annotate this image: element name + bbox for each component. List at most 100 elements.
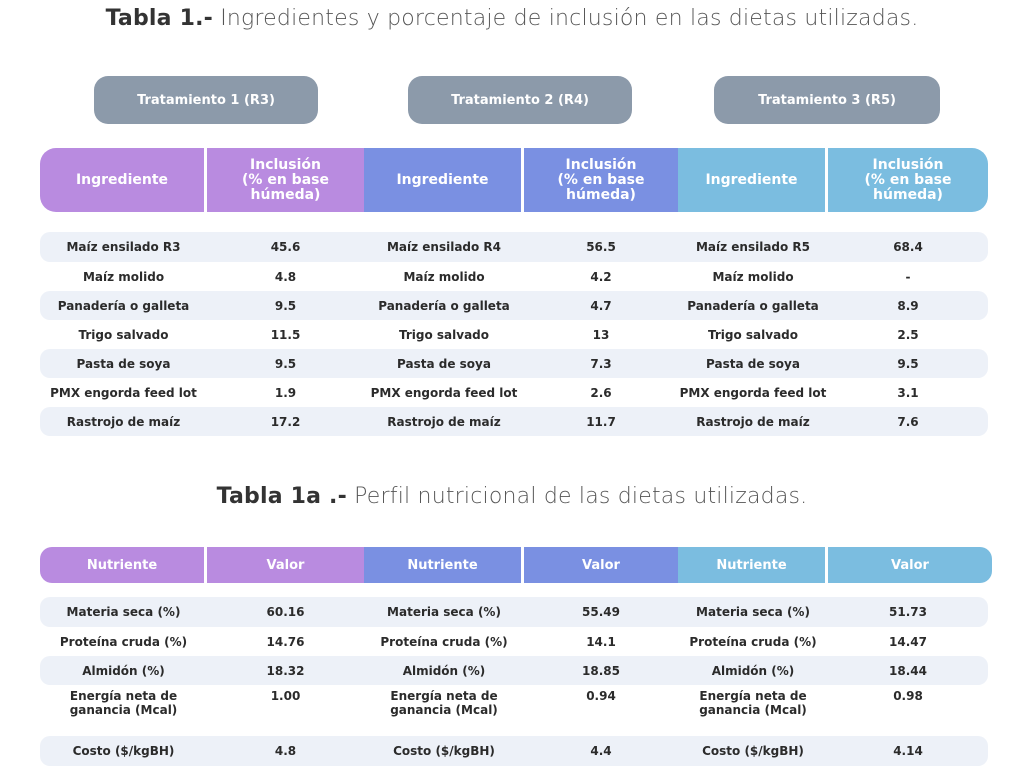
t2-value-cell: 0.94 bbox=[586, 689, 616, 703]
t2-value-cell: 4.8 bbox=[274, 744, 297, 758]
t2-value-cell: 14.47 bbox=[889, 634, 927, 649]
t1-row: Trigo salvado 11.5 Trigo salvado 13 Trigo sa… bbox=[40, 320, 988, 349]
t2-label-cell: Energía neta de ganancia (Mcal) bbox=[390, 689, 498, 717]
t1-value-cell: 7.3 bbox=[590, 356, 612, 371]
t1-label-cell: Trigo salvado bbox=[707, 327, 799, 342]
header-inclusion-1: Inclusión (% en base húmeda) bbox=[207, 148, 364, 212]
t2-label-cell: Costo ($/kgBH) bbox=[393, 744, 495, 758]
t1-value-cell: 3.1 bbox=[897, 385, 919, 400]
t1-row: Maíz molido 4.8 Maíz molido 4.2 Maíz molido - bbox=[40, 262, 988, 291]
table1-title-text: Ingredientes y porcentaje de inclusión e… bbox=[220, 6, 919, 31]
t2-label-cell: Energía neta de ganancia (Mcal) bbox=[699, 689, 807, 717]
t1-label-cell: Maíz molido bbox=[82, 269, 165, 284]
t1-label-cell: Rastrojo de maíz bbox=[387, 414, 501, 429]
t1-label-cell: Pasta de soya bbox=[706, 356, 800, 371]
treatment-2-label: Tratamiento 2 (R4) bbox=[408, 76, 632, 124]
t1-value-cell: 45.6 bbox=[270, 240, 301, 254]
t1-value-cell: 8.9 bbox=[897, 298, 919, 313]
t2-row: Proteína cruda (%) 14.76 Proteína cruda (%… bbox=[40, 627, 988, 656]
t1-label-cell: Maíz ensilado R5 bbox=[695, 240, 811, 254]
t2-value-cell: 14.1 bbox=[586, 634, 616, 649]
t1-value-cell: - bbox=[905, 269, 911, 284]
t1-value-cell: 11.5 bbox=[270, 327, 301, 342]
t1-label-cell: Panadería o galleta bbox=[57, 298, 190, 313]
t2-label-cell: Almidón (%) bbox=[82, 663, 165, 678]
t1-label-cell: Maíz molido bbox=[403, 269, 485, 284]
t1-value-cell: 7.6 bbox=[897, 414, 919, 429]
t2-label-cell: Proteína cruda (%) bbox=[59, 634, 188, 649]
t1-label-cell: Maíz ensilado R3 bbox=[66, 240, 181, 254]
t1-value-cell: 9.5 bbox=[274, 356, 297, 371]
header-ingrediente-3: Ingrediente bbox=[678, 148, 825, 212]
t1-value-cell: 17.2 bbox=[270, 414, 301, 429]
t1-row: Maíz ensilado R3 45.6 Maíz ensilado R4 56.5… bbox=[40, 232, 988, 262]
t1-value-cell: 11.7 bbox=[586, 414, 616, 429]
t1-label-cell: Panadería o galleta bbox=[378, 298, 510, 313]
t2-label-cell: Costo ($/kgBH) bbox=[702, 744, 804, 758]
header-ingrediente-2: Ingrediente bbox=[364, 148, 521, 212]
t2-value-cell: 18.85 bbox=[582, 663, 620, 678]
t1-row: Rastrojo de maíz 17.2 Rastrojo de maíz 11.7… bbox=[40, 407, 988, 436]
t2-value-cell: 1.00 bbox=[270, 689, 301, 703]
t1-value-cell: 13 bbox=[592, 327, 610, 342]
t2-label-cell: Materia seca (%) bbox=[696, 605, 810, 619]
t2-value-cell: 0.98 bbox=[893, 689, 923, 703]
t1-label-cell: PMX engorda feed lot bbox=[370, 385, 518, 400]
t1-label-cell: Rastrojo de maíz bbox=[66, 414, 181, 429]
t1-label-cell: Pasta de soya bbox=[76, 356, 171, 371]
t1-label-cell: Panadería o galleta bbox=[687, 298, 819, 313]
t1-label-cell: Maíz ensilado R4 bbox=[386, 240, 502, 254]
t1-value-cell: 4.2 bbox=[590, 269, 612, 284]
table1a-title-text: Perfil nutricional de las dietas utiliza… bbox=[354, 484, 808, 509]
t2-label-cell: Materia seca (%) bbox=[387, 605, 501, 619]
t1-row: Pasta de soya 9.5 Pasta de soya 7.3 Pasta de… bbox=[40, 349, 988, 378]
t1-value-cell: 4.8 bbox=[274, 269, 297, 284]
t1-value-cell: 9.5 bbox=[274, 298, 297, 313]
table1-title: Tabla 1.- Ingredientes y porcentaje de i… bbox=[0, 6, 1024, 31]
t2-value-cell: 4.4 bbox=[590, 744, 612, 758]
table1a-title-bold: Tabla 1a .- bbox=[216, 484, 347, 509]
header-valor-2: Valor bbox=[524, 547, 678, 583]
header-nutriente-1: Nutriente bbox=[40, 547, 204, 583]
treatment-1-label: Tratamiento 1 (R3) bbox=[94, 76, 318, 124]
t2-label-cell: Almidón (%) bbox=[711, 663, 795, 678]
table1-header: Ingrediente Inclusión (% en base húmeda)… bbox=[40, 148, 988, 212]
t2-row: Energía neta de ganancia (Mcal) 1.00 Energ… bbox=[40, 685, 988, 732]
t2-value-cell: 51.73 bbox=[889, 605, 927, 619]
header-inclusion-3: Inclusión (% en base húmeda) bbox=[828, 148, 988, 212]
header-valor-3: Valor bbox=[828, 547, 992, 583]
t2-value-cell: 14.76 bbox=[266, 634, 305, 649]
t1-value-cell: 1.9 bbox=[274, 385, 297, 400]
t2-label-cell: Costo ($/kgBH) bbox=[72, 744, 175, 758]
t1-label-cell: Trigo salvado bbox=[78, 327, 169, 342]
t1-label-cell: PMX engorda feed lot bbox=[679, 385, 827, 400]
table1-body: Maíz ensilado R3 45.6 Maíz ensilado R4 56.5… bbox=[40, 232, 988, 436]
t1-row: PMX engorda feed lot 1.9 PMX engorda feed … bbox=[40, 378, 988, 407]
t2-label-cell: Proteína cruda (%) bbox=[380, 634, 508, 649]
t1-label-cell: PMX engorda feed lot bbox=[50, 385, 197, 400]
t1-value-cell: 2.5 bbox=[897, 327, 919, 342]
table1a-header: Nutriente Valor Nutriente Valor Nutrient… bbox=[40, 547, 992, 583]
t1-value-cell: 4.7 bbox=[590, 298, 612, 313]
table1a-title: Tabla 1a .- Perfil nutricional de las di… bbox=[0, 484, 1024, 509]
header-ingrediente-1: Ingrediente bbox=[40, 148, 204, 212]
header-nutriente-3: Nutriente bbox=[678, 547, 825, 583]
t2-row: Almidón (%) 18.32 Almidón (%) 18.85 Almidón … bbox=[40, 656, 988, 685]
t1-label-cell: Trigo salvado bbox=[398, 327, 490, 342]
t2-label-cell: Proteína cruda (%) bbox=[689, 634, 817, 649]
table1-title-bold: Tabla 1.- bbox=[105, 6, 213, 31]
header-inclusion-2: Inclusión (% en base húmeda) bbox=[524, 148, 678, 212]
t1-label-cell: Maíz molido bbox=[712, 269, 794, 284]
t2-row: Costo ($/kgBH) 4.8 Costo ($/kgBH) 4.4 Costo … bbox=[40, 736, 988, 766]
treatment-3-label: Tratamiento 3 (R5) bbox=[714, 76, 940, 124]
t2-value-cell: 18.44 bbox=[889, 663, 927, 678]
t2-row: Materia seca (%) 60.16 Materia seca (%) 55.… bbox=[40, 597, 988, 627]
t2-value-cell: 18.32 bbox=[266, 663, 305, 678]
t1-label-cell: Pasta de soya bbox=[397, 356, 491, 371]
t2-value-cell: 4.14 bbox=[893, 744, 923, 758]
t1-value-cell: 9.5 bbox=[897, 356, 919, 371]
t1-value-cell: 68.4 bbox=[893, 240, 923, 254]
t2-label-cell: Almidón (%) bbox=[402, 663, 486, 678]
t2-value-cell: 55.49 bbox=[582, 605, 620, 619]
t1-row: Panadería o galleta 9.5 Panadería o gallet… bbox=[40, 291, 988, 320]
